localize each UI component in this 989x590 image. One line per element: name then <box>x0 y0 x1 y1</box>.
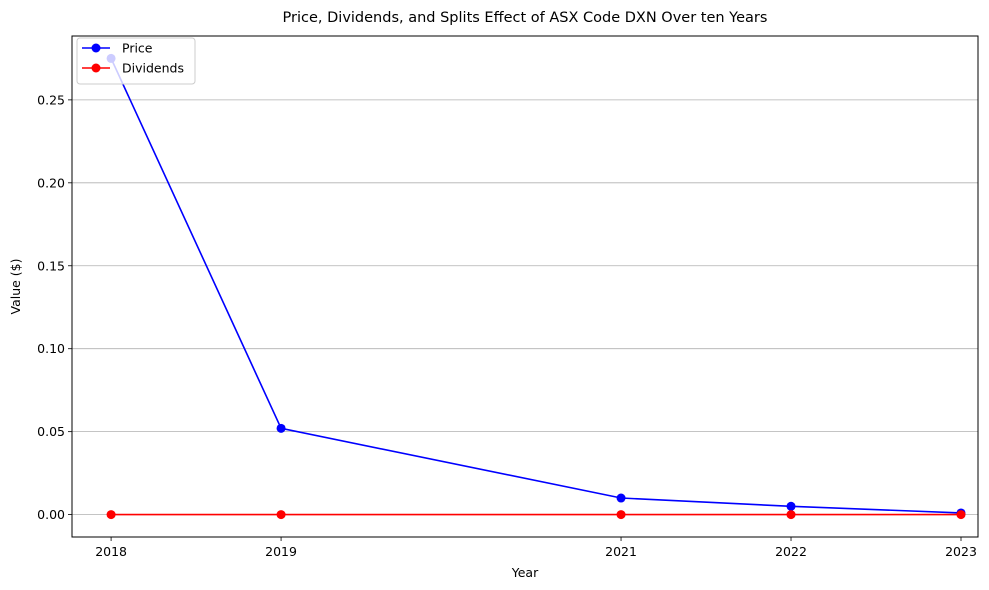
price-point <box>616 493 626 503</box>
plot-area-frame <box>71 35 979 538</box>
price-point <box>276 423 286 433</box>
y-tick-label: 0.00 <box>37 507 65 522</box>
x-axis-ticks: 2018 2019 2021 2022 2023 <box>95 537 977 559</box>
price-point <box>786 501 796 511</box>
y-axis-label: Value ($) <box>8 258 23 314</box>
series-group <box>106 53 966 520</box>
legend-dividends-label: Dividends <box>122 61 184 76</box>
x-tick-label: 2022 <box>775 544 807 559</box>
legend-box <box>76 37 196 85</box>
y-axis-ticks: 0.00 0.05 0.10 0.15 0.20 0.25 <box>37 92 72 522</box>
dividends-point <box>616 510 626 520</box>
dividends-point <box>106 510 116 520</box>
dividends-point <box>956 510 966 520</box>
dividends-point <box>276 510 286 520</box>
y-tick-label: 0.25 <box>37 92 65 107</box>
x-tick-label: 2023 <box>945 544 977 559</box>
y-tick-label: 0.15 <box>37 258 65 273</box>
y-tick-label: 0.20 <box>37 175 65 190</box>
gridlines <box>72 99 978 516</box>
y-tick-label: 0.10 <box>37 341 65 356</box>
dividends-point <box>786 510 796 520</box>
x-axis-label: Year <box>511 565 539 580</box>
legend: Price Dividends <box>76 37 196 85</box>
y-tick-label: 0.05 <box>37 424 65 439</box>
x-tick-label: 2021 <box>605 544 637 559</box>
legend-dividends-marker <box>91 63 101 73</box>
price-line <box>110 58 962 514</box>
chart-title: Price, Dividends, and Splits Effect of A… <box>283 10 768 26</box>
legend-price-marker <box>91 43 101 53</box>
legend-price-label: Price <box>122 41 153 56</box>
x-tick-label: 2018 <box>95 544 127 559</box>
x-tick-label: 2019 <box>265 544 297 559</box>
